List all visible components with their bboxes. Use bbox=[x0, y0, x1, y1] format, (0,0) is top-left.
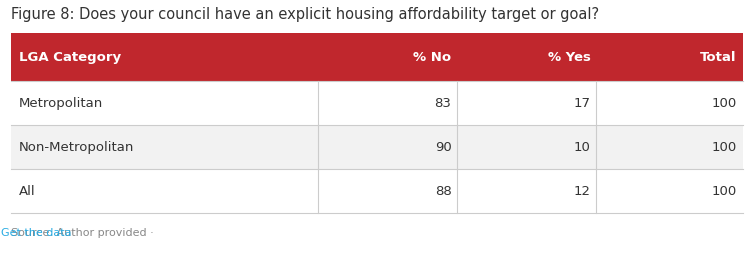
Text: Source: Author provided ·: Source: Author provided · bbox=[11, 228, 158, 238]
Text: 12: 12 bbox=[573, 185, 590, 198]
Text: % No: % No bbox=[413, 51, 452, 64]
Bar bbox=[11, 81, 743, 125]
Bar bbox=[11, 169, 743, 213]
Text: 83: 83 bbox=[434, 97, 452, 110]
Text: 100: 100 bbox=[712, 141, 737, 154]
Text: Non-Metropolitan: Non-Metropolitan bbox=[19, 141, 134, 154]
Text: 88: 88 bbox=[434, 185, 452, 198]
Bar bbox=[11, 33, 743, 81]
Bar bbox=[11, 125, 743, 169]
Text: 10: 10 bbox=[574, 141, 590, 154]
Text: Metropolitan: Metropolitan bbox=[19, 97, 103, 110]
Text: LGA Category: LGA Category bbox=[19, 51, 121, 64]
Text: Source: Author provided ·: Source: Author provided · bbox=[0, 274, 1, 275]
Text: 100: 100 bbox=[712, 97, 737, 110]
Text: 17: 17 bbox=[573, 97, 590, 110]
Text: Figure 8: Does your council have an explicit housing affordability target or goa: Figure 8: Does your council have an expl… bbox=[11, 7, 599, 22]
Text: Total: Total bbox=[700, 51, 737, 64]
Text: All: All bbox=[19, 185, 35, 198]
Text: Get the data: Get the data bbox=[1, 228, 72, 238]
Text: 90: 90 bbox=[434, 141, 452, 154]
Text: % Yes: % Yes bbox=[547, 51, 590, 64]
Text: 100: 100 bbox=[712, 185, 737, 198]
